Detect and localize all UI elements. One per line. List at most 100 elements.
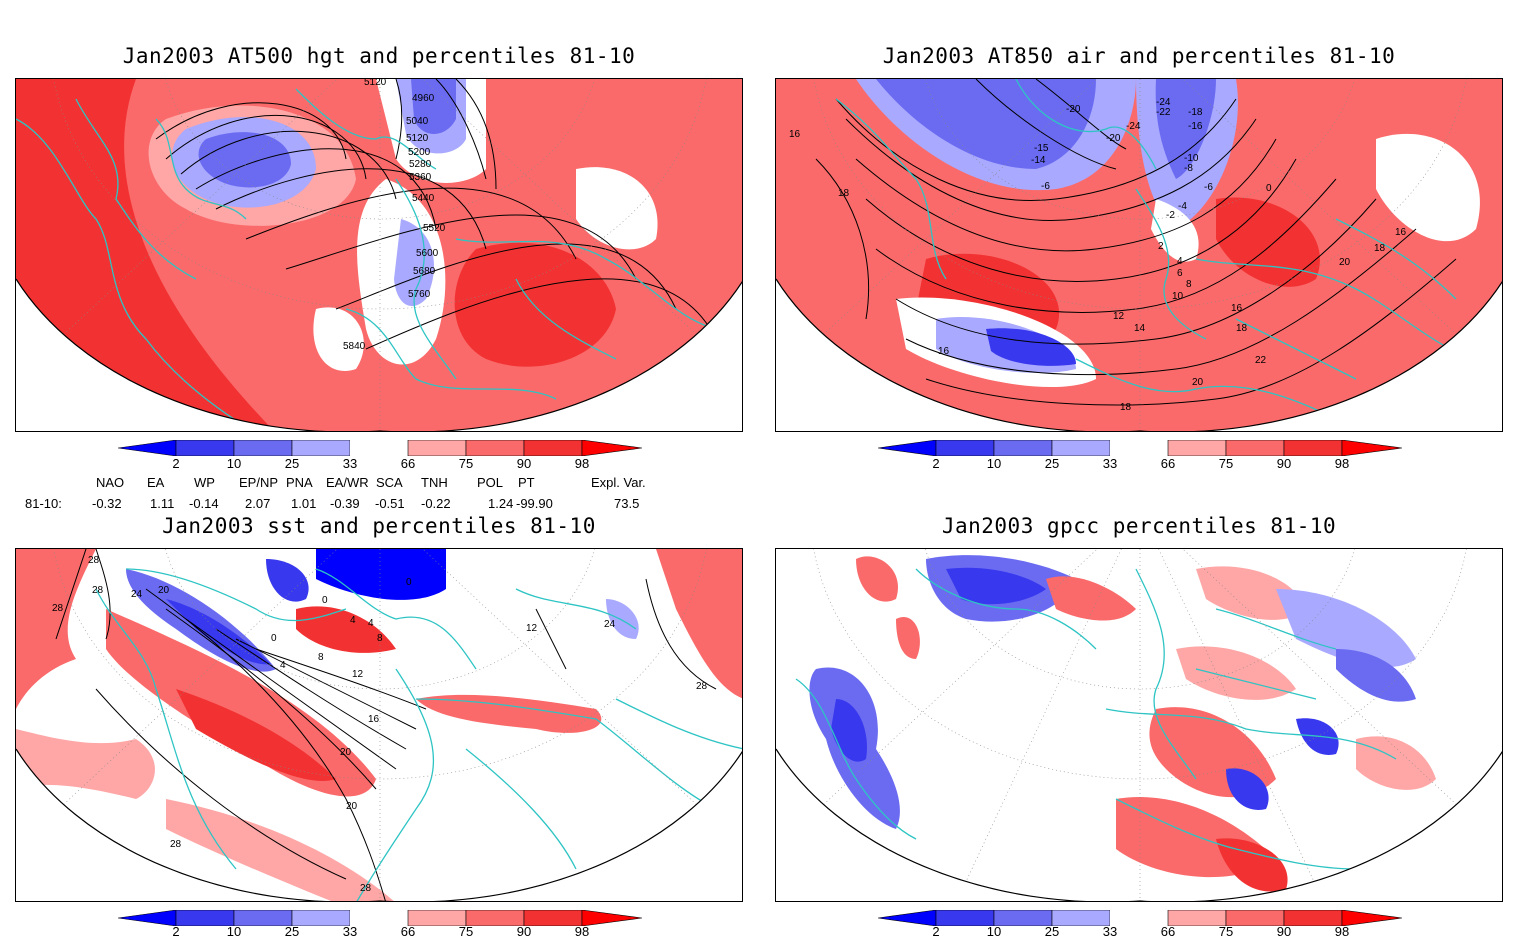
contour-label: -10 xyxy=(1184,153,1199,164)
contour-label: 4 xyxy=(280,660,286,671)
contour-label: -6 xyxy=(1204,182,1213,193)
colorbar-label: 90 xyxy=(516,456,532,471)
contour-label: 20 xyxy=(1339,257,1351,268)
contour-label: -8 xyxy=(1184,163,1193,174)
colorbar-label: 25 xyxy=(1044,924,1060,939)
contour-label: 10 xyxy=(1172,291,1184,302)
colorbar-2: 2 10 25 33 66 75 90 98 xyxy=(877,439,1403,476)
colorbar-label: 2 xyxy=(172,456,180,471)
contour-label: 5680 xyxy=(413,266,436,277)
contour-label: 28 xyxy=(88,555,100,566)
index-row-label: 81-10: xyxy=(25,496,62,511)
index-header-nao: NAO xyxy=(96,475,125,490)
map-hgt500: 5120 4960 5040 5120 5200 5280 5360 5440 … xyxy=(16,79,742,431)
colorbar-label: 25 xyxy=(1044,456,1060,471)
colorbar-3: 2 10 25 33 66 75 90 98 xyxy=(117,909,643,940)
index-value-pol: 1.24 xyxy=(488,496,514,511)
contour-label: 0 xyxy=(271,633,277,644)
contour-label: 4 xyxy=(1177,256,1183,267)
index-value-sca: -0.51 xyxy=(375,496,405,511)
contour-label: 16 xyxy=(789,129,801,140)
contour-label: 5600 xyxy=(416,248,439,259)
contour-label: 28 xyxy=(696,681,708,692)
colorbar-4: 2 10 25 33 66 75 90 98 xyxy=(877,909,1403,940)
contour-label: 5360 xyxy=(409,172,432,183)
contour-label: 28 xyxy=(170,839,182,850)
colorbar-label: 2 xyxy=(172,924,180,939)
index-header-pol: POL xyxy=(477,475,504,490)
panel1-title: Jan2003 AT500 hgt and percentiles 81-10 xyxy=(122,44,636,68)
index-header-eawr: EA/WR xyxy=(326,475,369,490)
index-value-ea: 1.11 xyxy=(150,496,175,511)
index-header-sca: SCA xyxy=(376,475,403,490)
colorbar-label: 2 xyxy=(932,924,940,939)
contour-label: 16 xyxy=(368,714,380,725)
map-sst: 28 28 28 24 20 0 0 4 4 8 0 4 8 12 16 20 … xyxy=(16,549,742,901)
map-panel-sst: 28 28 28 24 20 0 0 4 4 8 0 4 8 12 16 20 … xyxy=(15,548,743,902)
index-value-pt: -99.90 xyxy=(516,496,553,511)
contour-label: -15 xyxy=(1034,143,1049,154)
contour-label: 0 xyxy=(1266,183,1272,194)
contour-label: 4 xyxy=(368,618,374,629)
contour-label: -6 xyxy=(1041,181,1050,192)
colorbar-label: 25 xyxy=(284,456,300,471)
colorbar-label: 66 xyxy=(1160,924,1176,939)
index-header-tnh: TNH xyxy=(421,475,448,490)
colorbar-label: 98 xyxy=(1334,456,1350,471)
panel2-title: Jan2003 AT850 air and percentiles 81-10 xyxy=(882,44,1396,68)
contour-label: 20 xyxy=(340,747,352,758)
contour-label: 5760 xyxy=(408,289,431,300)
colorbar-1: 2 10 25 33 66 75 90 98 xyxy=(117,439,643,476)
contour-label: 8 xyxy=(318,652,324,663)
colorbar-label: 66 xyxy=(400,924,416,939)
contour-label: 6 xyxy=(1177,268,1183,279)
contour-label: 5520 xyxy=(423,223,446,234)
contour-label: 18 xyxy=(838,188,850,199)
index-value-pna: 1.01 xyxy=(291,496,317,511)
map-panel-air850: 16 18 -20 -24 -22 -18 -16 -20 -24 -15 -1… xyxy=(775,78,1503,432)
contour-label: 16 xyxy=(938,346,950,357)
map-panel-gpcc xyxy=(775,548,1503,902)
colorbar-label: 75 xyxy=(458,456,474,471)
colorbar-label: 66 xyxy=(1160,456,1176,471)
map-panel-hgt500: 5120 4960 5040 5120 5200 5280 5360 5440 … xyxy=(15,78,743,432)
colorbar-label: 33 xyxy=(1102,924,1118,939)
contour-label: 20 xyxy=(158,585,170,596)
colorbar-label: 98 xyxy=(1334,924,1350,939)
contour-label: -20 xyxy=(1066,104,1081,115)
colorbar-label: 25 xyxy=(284,924,300,939)
contour-label: 28 xyxy=(92,585,104,596)
contour-label: 12 xyxy=(1113,311,1125,322)
contour-label: 5840 xyxy=(343,341,366,352)
contour-label: 5120 xyxy=(364,79,387,88)
contour-label: 16 xyxy=(1231,303,1243,314)
contour-label: 20 xyxy=(346,801,358,812)
colorbar-label: 10 xyxy=(226,924,242,939)
contour-label: -22 xyxy=(1156,107,1171,118)
index-header-ea: EA xyxy=(147,475,165,490)
map-gpcc xyxy=(776,549,1502,901)
contour-label: 4 xyxy=(350,615,356,626)
colorbar-label: 10 xyxy=(226,456,242,471)
contour-label: -24 xyxy=(1156,97,1171,108)
contour-label: 5040 xyxy=(406,116,429,127)
index-header-pt: PT xyxy=(518,475,535,490)
contour-label: 16 xyxy=(1395,227,1407,238)
contour-label: 12 xyxy=(352,669,364,680)
contour-label: -20 xyxy=(1106,133,1121,144)
contour-label: 5200 xyxy=(408,147,431,158)
contour-label: 5280 xyxy=(409,159,432,170)
contour-label: -2 xyxy=(1166,210,1175,221)
colorbar-label: 33 xyxy=(1102,456,1118,471)
contour-label: 12 xyxy=(526,623,538,634)
contour-label: 24 xyxy=(604,619,616,630)
index-header-pna: PNA xyxy=(286,475,313,490)
contour-label: -4 xyxy=(1178,201,1187,212)
index-value-tnh: -0.22 xyxy=(421,496,451,511)
colorbar-label: 90 xyxy=(1276,924,1292,939)
panel3-title: Jan2003 sst and percentiles 81-10 xyxy=(162,514,596,538)
contour-label: 28 xyxy=(52,603,64,614)
colorbar-label: 10 xyxy=(986,924,1002,939)
index-header-wp: WP xyxy=(194,475,215,490)
colorbar-label: 90 xyxy=(516,924,532,939)
